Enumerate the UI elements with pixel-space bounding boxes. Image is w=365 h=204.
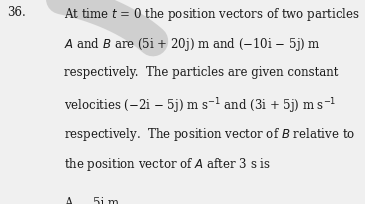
Text: $A$ and $B$ are (5i + 20j) m and ($-$10i $-$ 5j) m: $A$ and $B$ are (5i + 20j) m and ($-$10i… [64,36,321,53]
Text: A: A [64,197,72,204]
Text: respectively.  The particles are given constant: respectively. The particles are given co… [64,66,338,79]
Text: 5j m: 5j m [93,197,119,204]
Text: At time $t$ = 0 the position vectors of two particles: At time $t$ = 0 the position vectors of … [64,6,360,23]
Text: velocities ($-$2i $-$ 5j) m s$^{-1}$ and (3i + 5j) m s$^{-1}$: velocities ($-$2i $-$ 5j) m s$^{-1}$ and… [64,96,336,116]
Text: 36.: 36. [7,6,26,19]
Text: respectively.  The position vector of $B$ relative to: respectively. The position vector of $B$… [64,126,355,143]
Text: the position vector of $A$ after 3 s is: the position vector of $A$ after 3 s is [64,156,271,173]
